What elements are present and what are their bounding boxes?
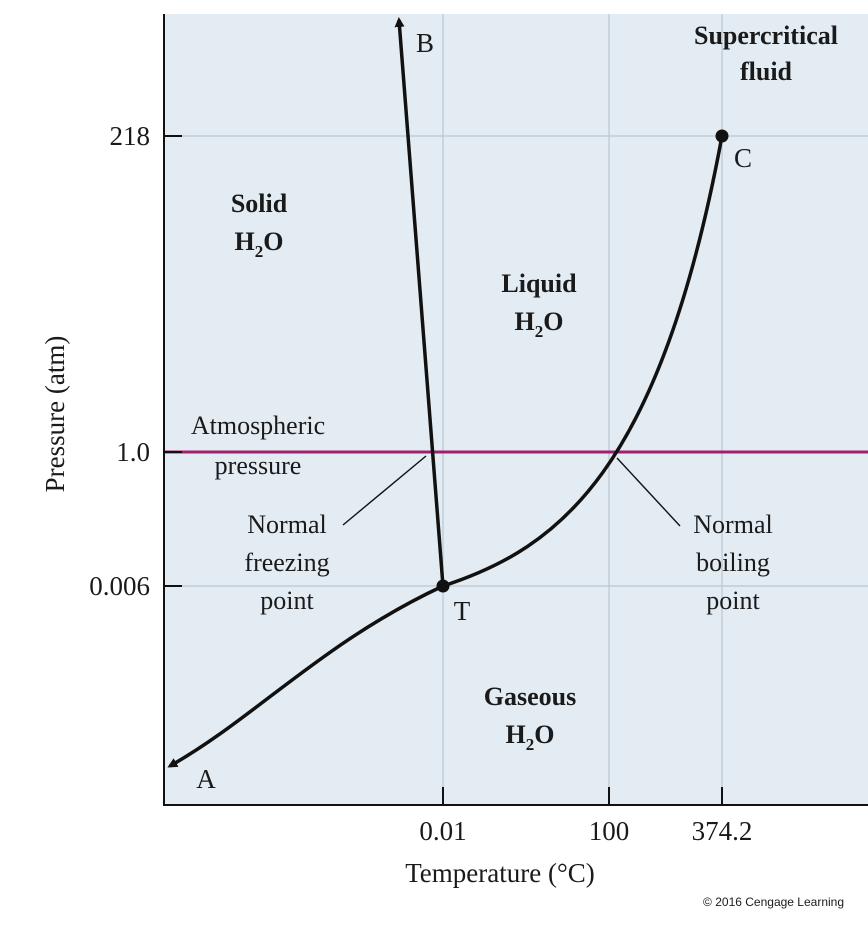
y-tick-label-0006: 0.006 <box>89 571 150 601</box>
freezing-label-3: point <box>260 586 314 615</box>
x-tick-label-100: 100 <box>589 816 630 846</box>
copyright-notice: © 2016 Cengage Learning <box>703 895 844 909</box>
sublimation-curve-ta <box>167 584 444 768</box>
triple-point-marker <box>436 579 450 593</box>
x-tick-label-001: 0.01 <box>419 816 466 846</box>
freezing-label-1: Normal <box>247 510 326 539</box>
melting-curve-tb <box>394 17 445 587</box>
boiling-label-2: boiling <box>696 548 770 577</box>
critical-point-marker <box>715 129 729 143</box>
atmospheric-label-2: pressure <box>215 451 302 480</box>
plot-area <box>164 14 868 805</box>
vaporization-curve-tc <box>442 135 724 588</box>
y-axis-title: Pressure (atm) <box>40 336 70 493</box>
solid-region-label: Solid <box>231 189 288 218</box>
supercritical-region-label-1: Supercritical <box>694 21 838 50</box>
y-tick-label-218: 218 <box>110 121 151 151</box>
boiling-leader-line <box>616 457 681 527</box>
atmospheric-label-1: Atmospheric <box>191 411 325 440</box>
triple-point-label: T <box>454 596 471 626</box>
boiling-label-3: point <box>706 586 760 615</box>
curve-a-label: A <box>196 764 216 794</box>
y-tick-label-1: 1.0 <box>116 437 150 467</box>
supercritical-region-label-2: fluid <box>740 57 793 86</box>
boiling-label-1: Normal <box>693 510 772 539</box>
critical-point-label: C <box>734 143 752 173</box>
gas-region-formula: H2O <box>506 720 555 754</box>
freezing-label-2: freezing <box>244 548 329 577</box>
gas-region-label: Gaseous <box>484 682 576 711</box>
solid-region-formula: H2O <box>235 227 284 261</box>
freezing-leader-line <box>342 455 427 526</box>
x-axis-title: Temperature (°C) <box>405 858 595 888</box>
liquid-region-formula: H2O <box>515 307 564 341</box>
liquid-region-label: Liquid <box>501 269 577 298</box>
curve-b-label: B <box>416 28 434 58</box>
x-tick-label-3742: 374.2 <box>692 816 753 846</box>
